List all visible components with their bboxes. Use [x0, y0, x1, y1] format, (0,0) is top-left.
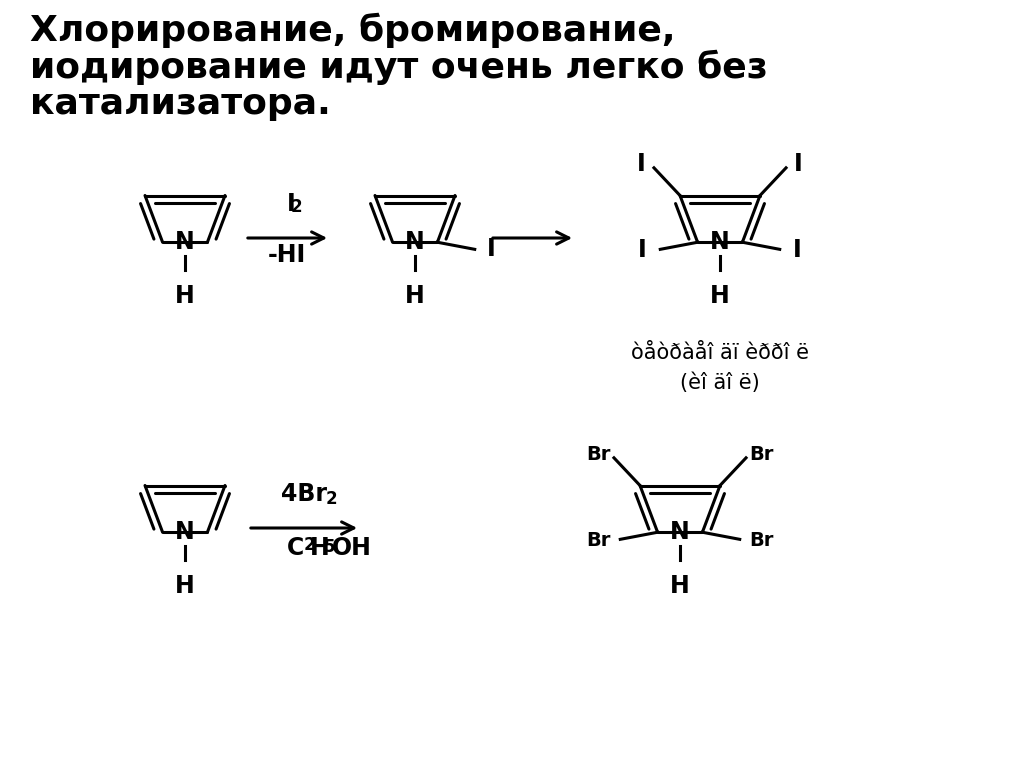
Text: H: H — [406, 284, 425, 308]
Text: 5: 5 — [324, 538, 336, 556]
Text: H: H — [670, 574, 690, 598]
Text: 2: 2 — [326, 490, 338, 508]
Text: I: I — [793, 238, 802, 262]
Text: I: I — [637, 152, 646, 176]
Text: I: I — [287, 192, 296, 216]
Text: N: N — [670, 520, 690, 545]
Text: I: I — [794, 152, 803, 176]
Text: Br: Br — [587, 531, 611, 550]
Text: òåòðàåî äï èððî ë: òåòðàåî äï èððî ë — [631, 343, 809, 363]
Text: Br: Br — [750, 531, 773, 550]
Text: -HI: -HI — [268, 243, 306, 267]
Text: N: N — [406, 230, 425, 254]
Text: иодирование идут очень легко без: иодирование идут очень легко без — [30, 50, 768, 85]
Text: H: H — [175, 284, 195, 308]
Text: C: C — [287, 536, 304, 560]
Text: I: I — [486, 237, 496, 261]
Text: H: H — [175, 574, 195, 598]
Text: Br: Br — [749, 445, 773, 464]
Text: N: N — [710, 230, 730, 254]
Text: N: N — [175, 520, 195, 545]
Text: N: N — [175, 230, 195, 254]
Text: H: H — [710, 284, 730, 308]
Text: 4Br: 4Br — [281, 482, 327, 506]
Text: (èî äî ë): (èî äî ë) — [680, 373, 760, 393]
Text: Br: Br — [587, 445, 611, 464]
Text: 2: 2 — [291, 198, 303, 216]
Text: H: H — [310, 536, 330, 560]
Text: OH: OH — [332, 536, 372, 560]
Text: I: I — [638, 238, 647, 262]
Text: 2: 2 — [304, 536, 315, 554]
Text: Хлорирование, бромирование,: Хлорирование, бромирование, — [30, 13, 676, 48]
Text: катализатора.: катализатора. — [30, 87, 331, 121]
